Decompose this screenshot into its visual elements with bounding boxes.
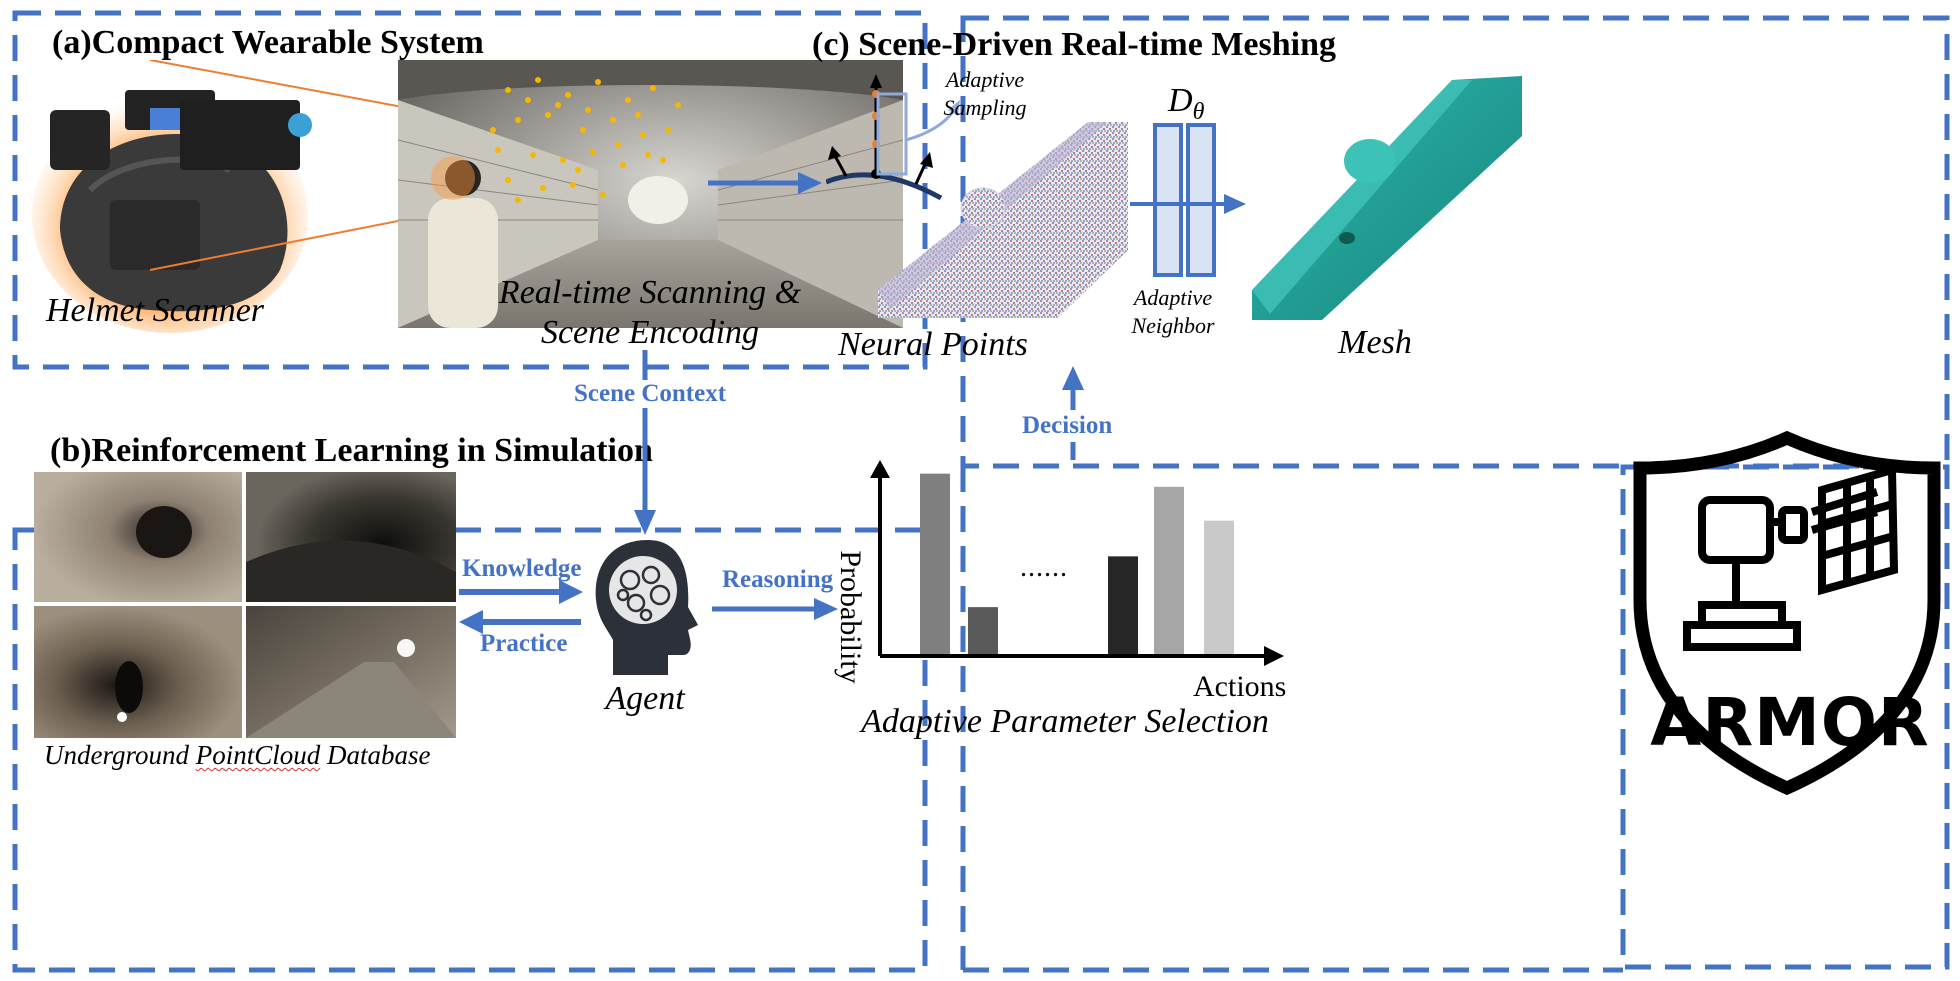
chart-ylabel: Probability bbox=[834, 550, 867, 684]
armor-logo-text: ARMOR bbox=[1650, 684, 1930, 761]
knowledge-practice-arrows bbox=[459, 580, 583, 634]
scanning-label-line1: Real-time Scanning & bbox=[498, 274, 802, 311]
agent-brain-icon bbox=[595, 540, 698, 675]
practice-label: Practice bbox=[480, 630, 568, 657]
neural-points-label: Neural Points bbox=[838, 326, 1028, 363]
mesh-image bbox=[1252, 76, 1522, 320]
database-label-part3: Database bbox=[327, 740, 431, 770]
reasoning-arrow bbox=[712, 598, 838, 620]
database-label-part2: PointCloud bbox=[195, 740, 321, 770]
chart-bar-5 bbox=[1204, 520, 1234, 656]
cave-photo-grid bbox=[34, 472, 456, 738]
panel-a-title: (a)Compact Wearable System bbox=[52, 24, 484, 61]
database-label: Underground PointCloud Database bbox=[44, 740, 431, 771]
mesh-label: Mesh bbox=[1338, 324, 1412, 361]
logo-border bbox=[1620, 464, 1950, 970]
scanning-label-line2: Scene Encoding bbox=[540, 314, 760, 351]
chart-bar-3 bbox=[1108, 556, 1138, 656]
decoder-diagram bbox=[1130, 123, 1246, 277]
scene-context-arrow bbox=[634, 350, 656, 535]
panel-b-border bbox=[12, 527, 928, 973]
chart-ellipsis: ...... bbox=[1020, 552, 1068, 583]
action-probability-chart bbox=[870, 460, 1284, 666]
adaptive-sampling-label: Adaptive Sampling bbox=[943, 67, 1027, 120]
panel-b-title: (b)Reinforcement Learning in Simulation bbox=[50, 432, 653, 469]
neural-points-image bbox=[878, 122, 1128, 318]
armor-shield-logo bbox=[1633, 430, 1941, 796]
helmet-scanner-label: Helmet Scanner bbox=[45, 292, 265, 329]
chart-bar-1 bbox=[920, 473, 950, 656]
tunnel-scan-image bbox=[398, 60, 903, 328]
reasoning-label: Reasoning bbox=[722, 566, 834, 593]
chart-bars bbox=[920, 473, 1234, 656]
chart-bar-4 bbox=[1154, 486, 1184, 656]
agent-label: Agent bbox=[605, 680, 685, 717]
chart-bar-2 bbox=[968, 607, 998, 656]
adaptive-neighbor-label: Adaptive Neighbor bbox=[1131, 285, 1215, 338]
chart-ylabel-container: Probability bbox=[822, 540, 882, 690]
decision-label: Decision bbox=[1020, 410, 1115, 442]
panel-c-title: (c) Scene-Driven Real-time Meshing bbox=[812, 26, 1337, 63]
database-label-part1: Underground bbox=[44, 740, 189, 770]
chart-xlabel: Actions bbox=[1193, 670, 1287, 703]
chart-caption: Adaptive Parameter Selection bbox=[861, 703, 1269, 740]
scene-context-label: Scene Context bbox=[572, 380, 729, 408]
scan-to-mesh-arrow bbox=[708, 172, 822, 194]
helmet-scanner-image bbox=[32, 90, 312, 333]
decoder-subscript: θ bbox=[1192, 98, 1205, 125]
decoder-label: Dθ bbox=[1168, 82, 1204, 126]
knowledge-label: Knowledge bbox=[462, 555, 582, 582]
decoder-symbol: D bbox=[1168, 82, 1193, 119]
adaptive-sampling-diagram bbox=[826, 74, 960, 201]
